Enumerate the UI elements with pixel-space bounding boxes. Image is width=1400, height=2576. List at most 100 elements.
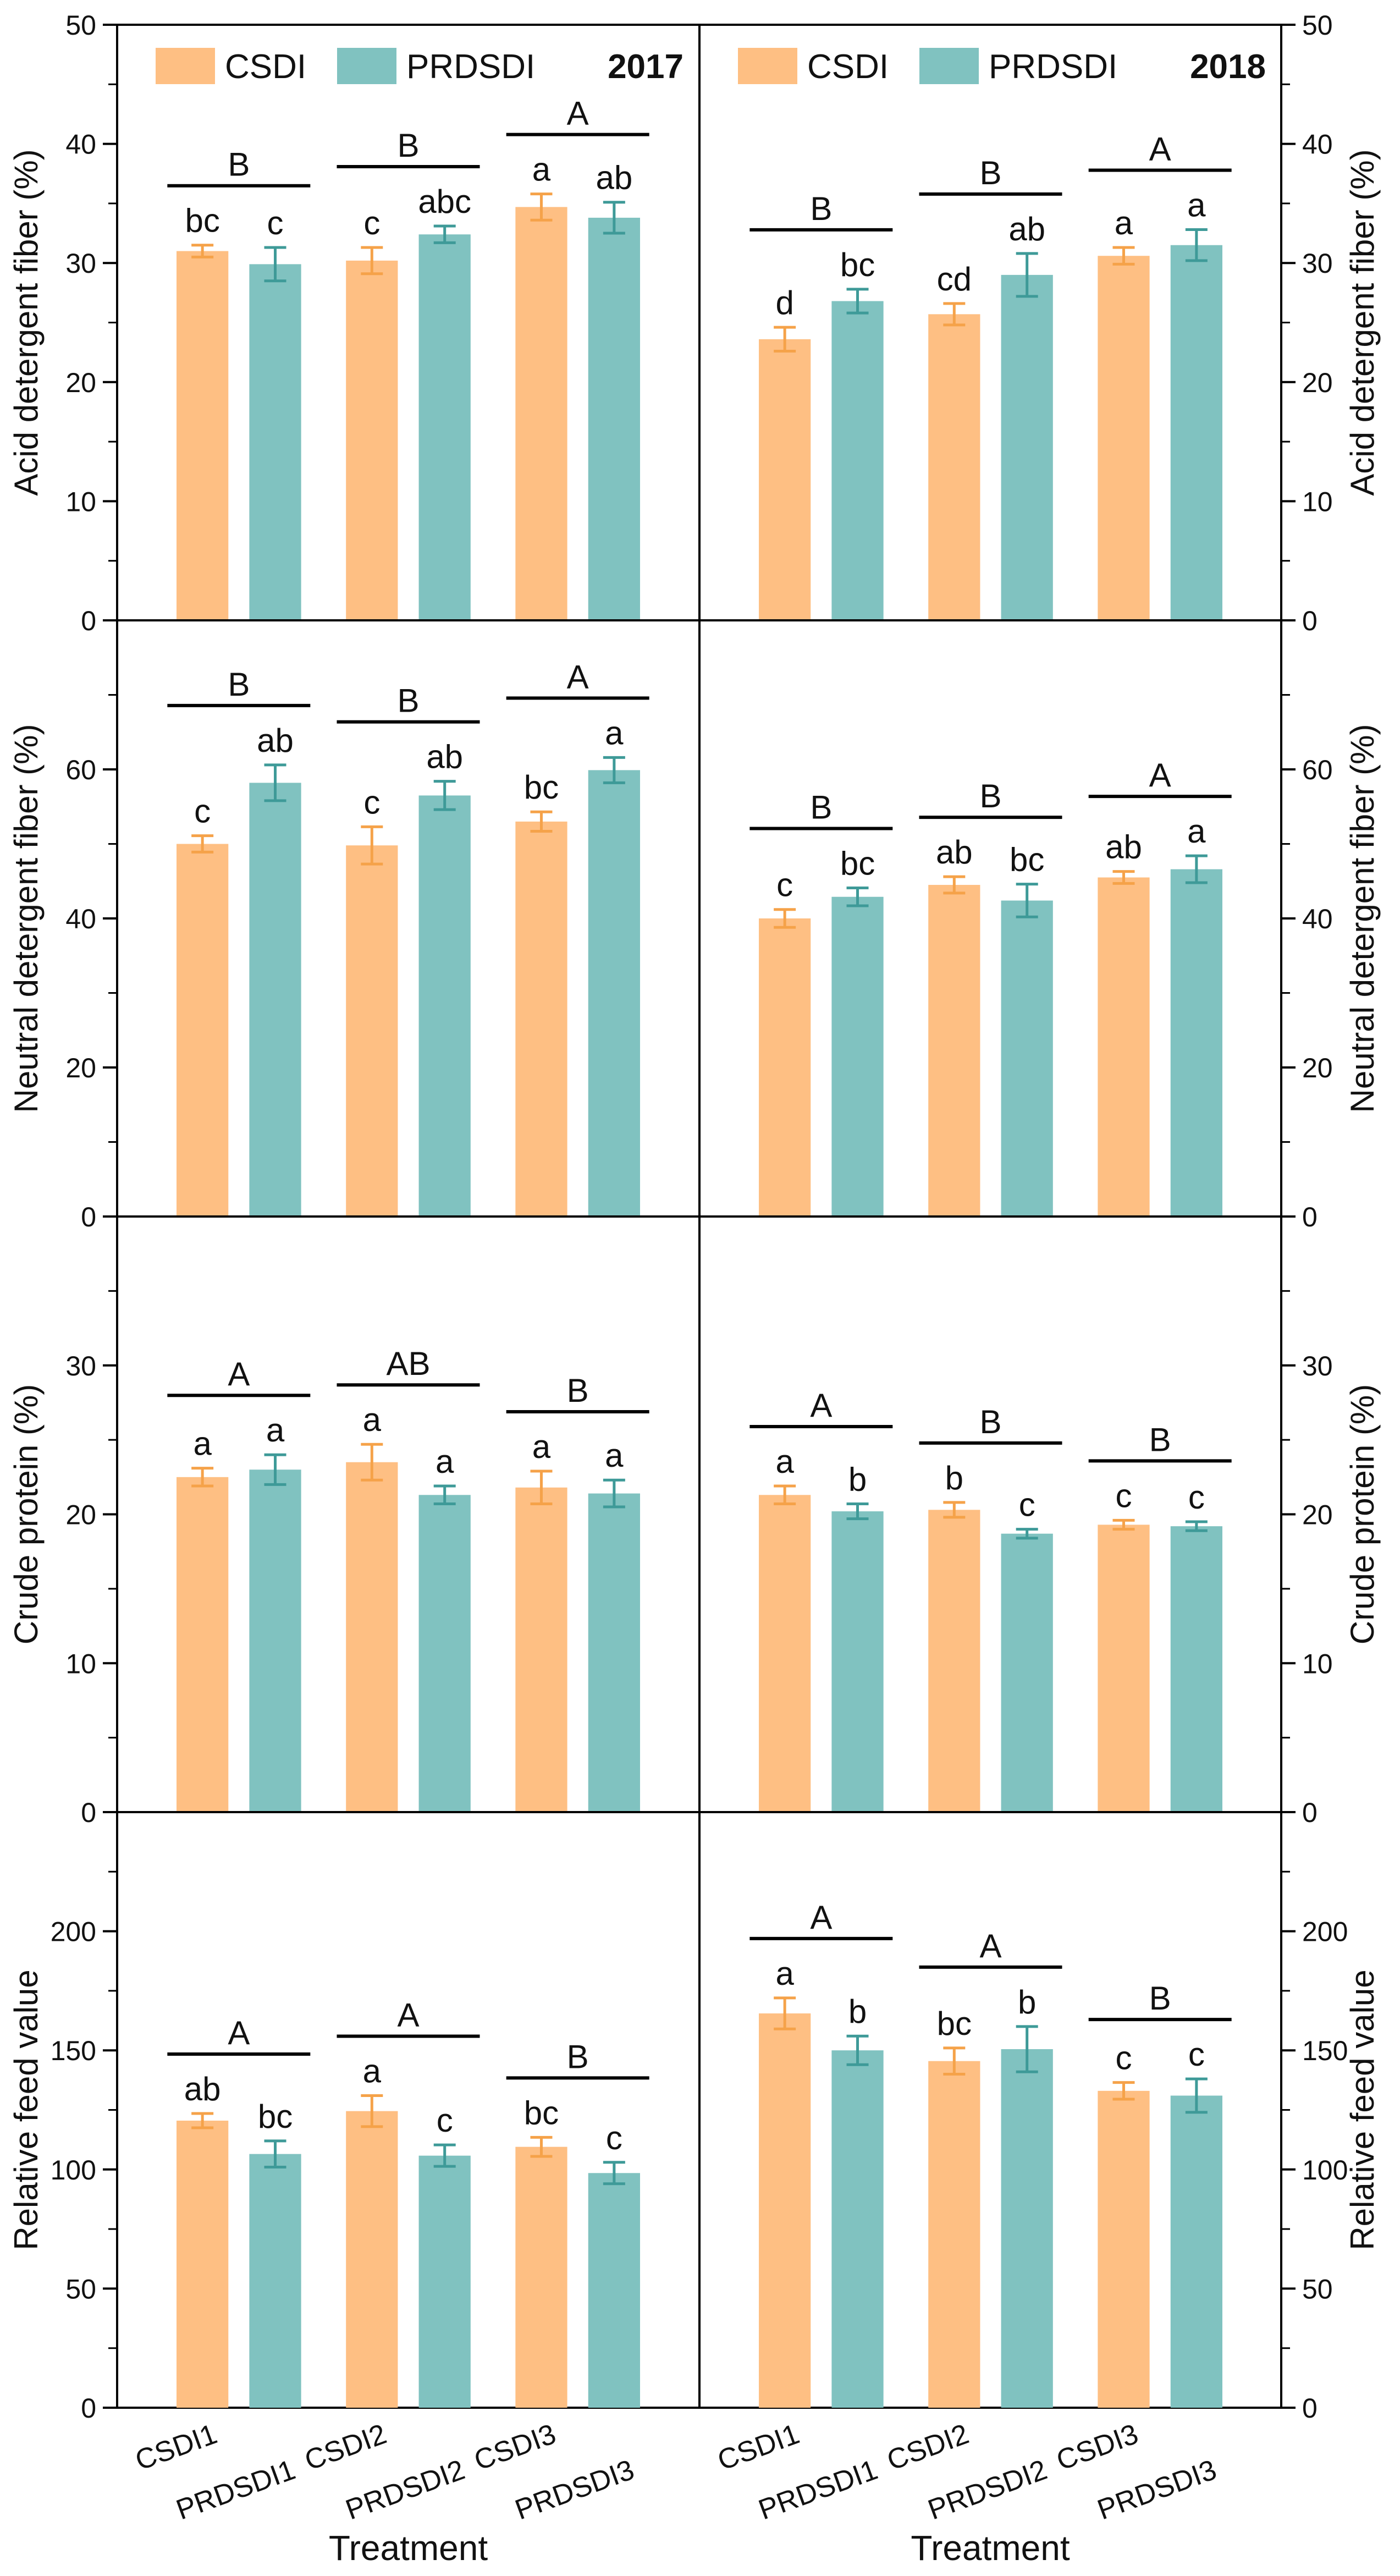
group-significance-letter: A <box>1149 131 1171 168</box>
bar-csdi-1 <box>177 1477 229 1812</box>
group-significance-letter: B <box>1149 1421 1171 1458</box>
legend-year-label: 2017 <box>608 48 684 86</box>
legend-label-csdi: CSDI <box>225 48 306 86</box>
legend-label-prdsdi: PRDSDI <box>406 48 535 86</box>
significance-letter: c <box>363 205 380 241</box>
legend-swatch-csdi <box>738 48 797 84</box>
y-tick-label: 30 <box>1302 1351 1333 1381</box>
y-axis-label: Neutral detergent fiber (%) <box>1344 724 1381 1113</box>
legends-layer: CSDI PRDSDI 2017 CSDI PRDSDI 2018 <box>156 48 1266 86</box>
significance-letter: d <box>775 284 793 321</box>
y-tick-label: 200 <box>51 1917 96 1947</box>
y-tick-label: 0 <box>1302 1797 1318 1828</box>
significance-letter: bc <box>524 2094 559 2131</box>
y-tick-label: 20 <box>65 1053 96 1083</box>
y-tick-label: 0 <box>81 2393 96 2424</box>
bar-csdi-3 <box>515 1487 567 1812</box>
significance-letter: bc <box>840 845 875 882</box>
legend-year-label: 2018 <box>1190 48 1266 86</box>
significance-letter: c <box>1115 1477 1132 1514</box>
significance-letter: a <box>532 1428 551 1465</box>
bar-csdi-1 <box>759 1495 811 1812</box>
significance-letter: bc <box>258 2098 293 2135</box>
y-tick-label: 50 <box>1302 10 1333 41</box>
bar-csdi-2 <box>346 2111 398 2408</box>
y-tick-label: 200 <box>1302 1917 1348 1947</box>
significance-letter: bc <box>185 202 219 239</box>
bar-csdi-1 <box>177 2120 229 2408</box>
bar-prdsdi-1 <box>831 301 884 620</box>
significance-letter: bc <box>1010 841 1044 878</box>
bar-csdi-3 <box>1098 1524 1150 1812</box>
bar-csdi-2 <box>928 885 980 1217</box>
group-significance-letter: A <box>397 1997 419 2034</box>
y-tick-label: 10 <box>1302 486 1333 517</box>
bar-csdi-1 <box>177 251 229 620</box>
bar-prdsdi-2 <box>1001 274 1053 620</box>
bar-csdi-1 <box>759 339 811 620</box>
significance-letter: c <box>606 2120 622 2156</box>
bar-csdi-2 <box>928 2061 980 2408</box>
legend-label-prdsdi: PRDSDI <box>989 48 1117 86</box>
bar-csdi-3 <box>515 207 567 620</box>
legend-swatch-csdi <box>156 48 215 84</box>
significance-letter: a <box>1187 187 1206 224</box>
significance-letter: c <box>267 205 284 241</box>
y-tick-label: 20 <box>65 367 96 398</box>
significance-letter: c <box>194 793 211 830</box>
group-significance-letter: A <box>810 1387 832 1424</box>
legend-swatch-prdsdi <box>919 48 979 84</box>
group-significance-letter: B <box>810 190 832 227</box>
y-tick-label: 0 <box>81 1797 96 1828</box>
y-tick-label: 0 <box>1302 2393 1318 2424</box>
y-axis-label: Relative feed value <box>8 1969 45 2250</box>
bar-csdi-1 <box>759 918 811 1217</box>
significance-letter: ab <box>1008 211 1045 247</box>
y-tick-label: 0 <box>1302 1202 1318 1232</box>
group-significance-letter: A <box>228 2014 250 2051</box>
bar-csdi-3 <box>1098 256 1150 621</box>
significance-letter: c <box>1115 2040 1132 2077</box>
y-tick-label: 30 <box>1302 248 1333 279</box>
group-significance-letter: AB <box>386 1345 430 1382</box>
significance-letter: c <box>1188 1479 1205 1516</box>
y-tick-label: 60 <box>65 755 96 785</box>
bar-prdsdi-3 <box>1170 1526 1222 1812</box>
group-significance-letter: B <box>979 1403 1001 1440</box>
y-tick-label: 40 <box>65 129 96 160</box>
legend-swatch-prdsdi <box>337 48 396 84</box>
y-tick-label: 40 <box>1302 904 1333 934</box>
group-significance-letter: B <box>228 666 250 703</box>
y-tick-label: 20 <box>1302 1053 1333 1083</box>
bar-prdsdi-2 <box>1001 2049 1053 2408</box>
significance-letter: abc <box>418 183 471 220</box>
y-axis-label: Acid detergent fiber (%) <box>1344 149 1381 496</box>
bar-prdsdi-2 <box>418 795 471 1217</box>
significance-letter: a <box>605 1437 624 1474</box>
legend-2018: CSDI PRDSDI 2018 <box>738 48 1266 86</box>
significance-letter: bc <box>524 769 559 806</box>
group-significance-letter: A <box>567 658 589 695</box>
y-tick-label: 50 <box>65 2274 96 2304</box>
y-tick-label: 100 <box>51 2155 96 2186</box>
y-axis-label: Crude protein (%) <box>1344 1384 1381 1645</box>
significance-letter: a <box>775 1443 794 1480</box>
y-tick-label: 100 <box>1302 2155 1348 2186</box>
significance-letter: a <box>193 1425 212 1462</box>
significance-letter: a <box>775 1955 794 1992</box>
bar-prdsdi-2 <box>418 1495 471 1812</box>
y-tick-label: 10 <box>65 486 96 517</box>
group-significance-letter: B <box>397 127 419 164</box>
significance-letter: a <box>1115 205 1133 241</box>
legend-label-csdi: CSDI <box>807 48 889 86</box>
significance-letter: a <box>363 2053 382 2090</box>
y-tick-label: 150 <box>51 2035 96 2066</box>
bar-csdi-3 <box>515 821 567 1217</box>
